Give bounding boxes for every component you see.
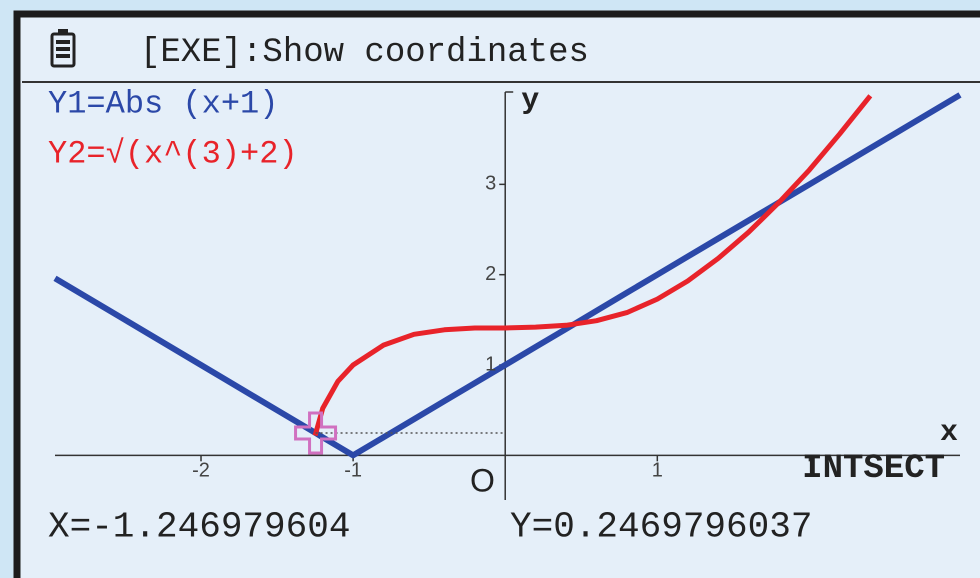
- calculator-screen: [EXE]:Show coordinates y x O -2 -1 1 1 2 3 Y1=Abs…: [0, 0, 980, 578]
- origin-label: O: [470, 462, 495, 498]
- y-coordinate: Y=0.2469796037: [510, 507, 812, 548]
- y-axis-label: y: [521, 84, 539, 118]
- y-tick-label: 2: [485, 263, 496, 285]
- x-tick-label: -2: [192, 460, 210, 482]
- status-label: INTSECT: [802, 450, 945, 488]
- x-coordinate: X=-1.246979604: [48, 507, 350, 548]
- legend-entry: Y1=Abs (x+1): [48, 85, 278, 122]
- x-tick-label: -1: [344, 460, 362, 482]
- y-tick-label: 3: [485, 173, 496, 195]
- header-text: [EXE]:Show coordinates: [140, 34, 589, 72]
- y-tick-label: 1: [485, 353, 496, 375]
- x-axis-label: x: [940, 416, 958, 450]
- legend-entry: Y2=√(x^(3)+2): [48, 135, 298, 172]
- x-tick-label: 1: [652, 460, 663, 482]
